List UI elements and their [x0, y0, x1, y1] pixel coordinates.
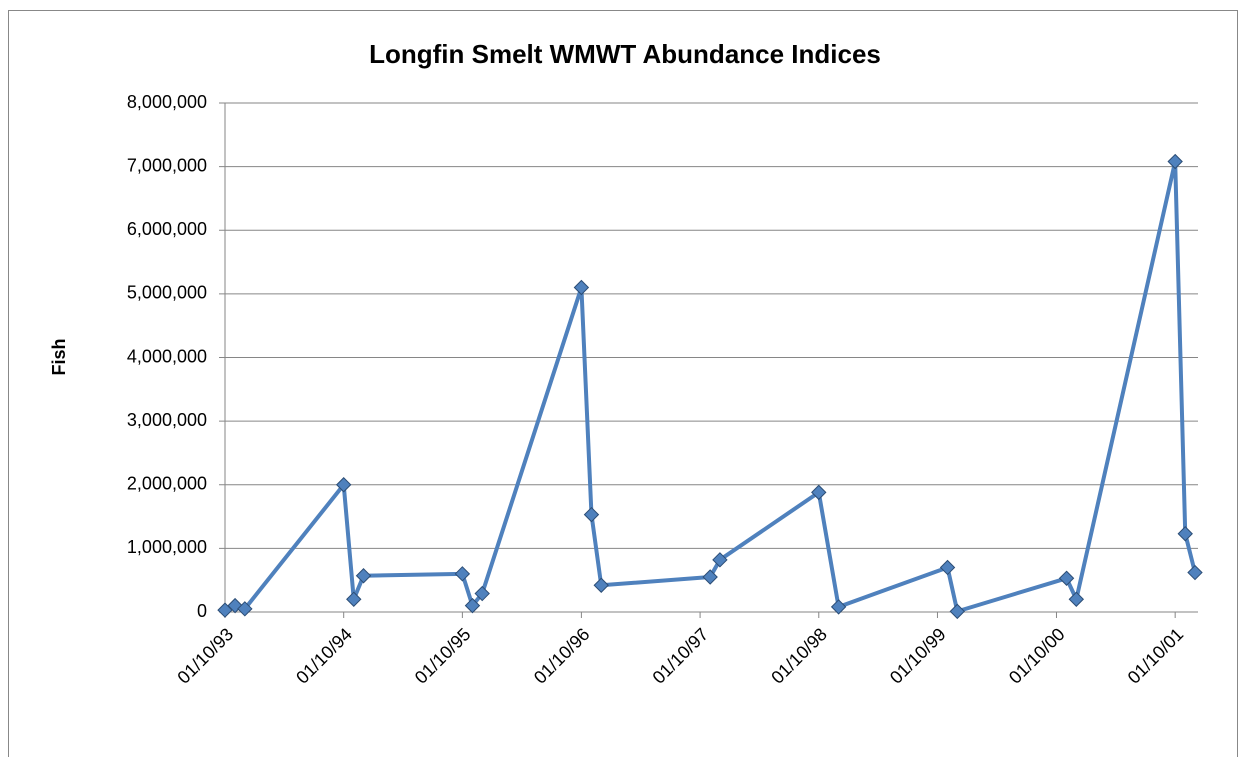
data-point: [1187, 564, 1203, 581]
y-tick-label: 4,000,000: [127, 346, 207, 366]
data-point: [1058, 570, 1075, 586]
y-tick-label: 1,000,000: [127, 537, 207, 557]
data-point: [939, 559, 956, 576]
data-point: [1167, 153, 1183, 170]
y-tick-label: 0: [197, 601, 207, 621]
data-point: [454, 566, 471, 582]
data-point: [712, 552, 728, 568]
data-point: [355, 568, 372, 584]
y-tick-label: 5,000,000: [127, 283, 207, 303]
y-tick-label: 3,000,000: [127, 410, 207, 430]
data-point: [227, 597, 243, 614]
data-point: [583, 506, 600, 523]
chart-title: Longfin Smelt WMWT Abundance Indices: [369, 39, 881, 69]
data-point: [335, 477, 352, 493]
data-point: [346, 591, 362, 607]
y-tick-label: 6,000,000: [127, 219, 207, 239]
data-point: [464, 597, 481, 614]
data-point: [593, 577, 609, 593]
chart-border: [8, 10, 1238, 762]
data-point: [1068, 591, 1085, 607]
data-point: [949, 603, 966, 620]
data-point: [474, 585, 490, 602]
data-point: [237, 601, 253, 617]
y-tick-label: 7,000,000: [127, 155, 207, 175]
y-axis-title: Fish: [49, 338, 69, 375]
data-point: [811, 484, 827, 501]
y-tick-label: 8,000,000: [127, 92, 207, 112]
data-point: [702, 569, 718, 585]
data-point: [573, 279, 590, 296]
y-tick-label: 2,000,000: [127, 474, 207, 494]
data-point: [830, 599, 847, 615]
data-point: [1177, 526, 1193, 542]
